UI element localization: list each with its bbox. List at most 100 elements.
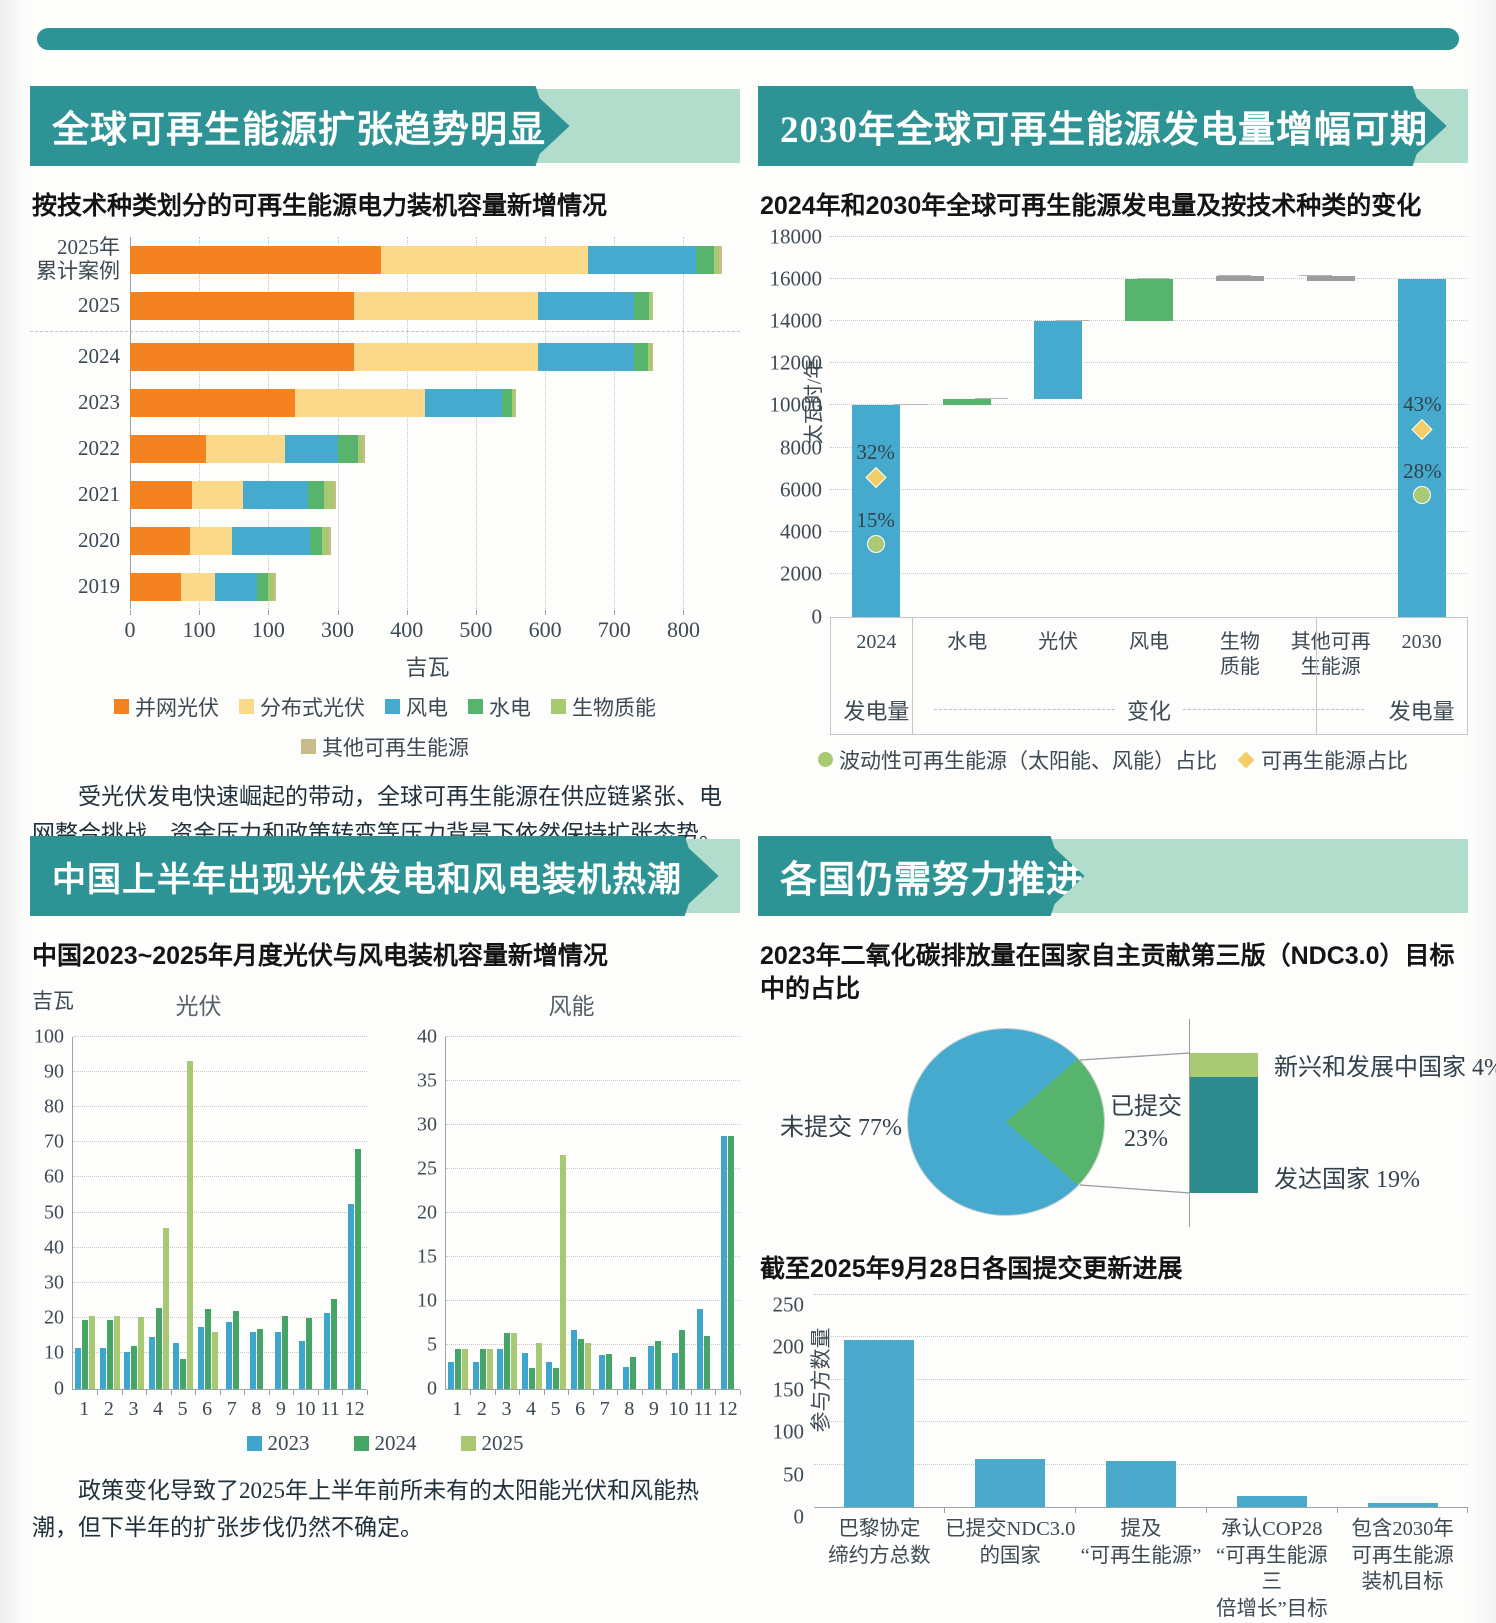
gridline [814, 1421, 1468, 1423]
axis-tick-label: 0 [124, 616, 136, 642]
bar-segment-水电 [256, 572, 268, 601]
gridline [814, 1378, 1468, 1380]
bar-2024 [577, 1339, 584, 1389]
x-category-label: 巴黎协定 缔约方总数 [828, 1518, 931, 1567]
waterfall-bar [1216, 276, 1265, 282]
chart-body: 0 2000 4000 6000 8000 10000 12000 14000 16000 180… [758, 224, 1468, 628]
bar-segment-风电 [215, 572, 257, 601]
bar-2023 [472, 1362, 479, 1389]
gridline [446, 1035, 740, 1037]
bar-2024 [355, 1149, 362, 1389]
month-group-4 [147, 1037, 171, 1395]
legend-label: 波动性可再生能源（太阳能、风能）占比 [839, 748, 1217, 773]
waterfall-column-生物质能 [1195, 237, 1286, 617]
banner-flag: 全球可再生能源扩张趋势明显 [30, 86, 570, 166]
y-tick-label: 12000 [769, 350, 823, 375]
x-tick-label: 9 [648, 1397, 659, 1420]
bar-segment-生物质能 [358, 434, 364, 463]
legend-item: 风电 [385, 692, 448, 722]
panel-note: 政策变化导致了2025年上半年前所未有的太阳能光伏和风能热潮，但下半年的扩张步伐… [32, 1477, 699, 1540]
bar-2024 [257, 1328, 264, 1389]
table-row: 2019 [30, 564, 740, 610]
y-tick-label: 10 [417, 1289, 437, 1311]
month-group-10 [294, 1037, 318, 1395]
bar-2024 [106, 1319, 113, 1389]
y-tick-label: 70 [44, 1130, 64, 1153]
y-tick-label: 150 [772, 1377, 805, 1402]
legend-diamond [1237, 751, 1255, 768]
plot-area: 32% 15% 43% 28% [830, 235, 1468, 617]
bar-segment-分布式光伏 [294, 388, 426, 417]
legend-label: 风电 [406, 695, 448, 720]
y-tick-label: 10000 [769, 392, 823, 417]
gridline [268, 236, 270, 609]
bar-2024 [232, 1311, 239, 1389]
gridline [446, 1299, 740, 1301]
gridline [406, 236, 408, 609]
bar-2024 [82, 1319, 89, 1389]
legend-item: 2024 [353, 1431, 417, 1456]
bar-column [945, 1295, 1076, 1513]
bar-track [130, 480, 740, 509]
gridline [545, 236, 547, 609]
gridline [73, 1246, 367, 1248]
bar-2024 [455, 1348, 462, 1389]
bar-segment-分布式光伏 [381, 245, 588, 274]
bar-segment-风电 [243, 480, 309, 509]
bar-segment-其他可再生能源 [651, 291, 654, 320]
bar-segment-生物质能 [267, 572, 274, 601]
bar-track [130, 526, 740, 555]
bar-2023 [75, 1348, 82, 1389]
y-tick-label: 40 [417, 1025, 437, 1047]
axis-tick [199, 609, 201, 615]
bar-2023 [672, 1353, 679, 1389]
chart-body: 0 50 100 150 200 250 [758, 1293, 1469, 1529]
slice-label-notsubmitted: 未提交 77% [780, 1115, 902, 1141]
legend-swatch [468, 699, 483, 714]
waterfall-column-光伏 [1012, 237, 1103, 617]
bar-segment-分布式光伏 [354, 291, 539, 320]
gridline [830, 573, 1468, 575]
legend-label: 分布式光伏 [260, 695, 365, 720]
legend-circle [818, 752, 833, 767]
axis-tick [406, 609, 408, 615]
bar-2023 [448, 1362, 455, 1389]
plot-area [445, 1035, 740, 1395]
bar-segment-并网光伏 [130, 572, 182, 601]
month-group-3 [495, 1037, 520, 1395]
legend-swatch [246, 1435, 262, 1451]
x-category-label: 承认COP28 “可再生能源三 倍增长”目标 [1215, 1518, 1328, 1620]
subchart-光伏: 光伏 0 10 20 30 40 50 60 70 80 90 100 1 2 3 4 5 6 7 8 9 10 11 12 [30, 987, 367, 1421]
month-group-7 [220, 1037, 245, 1395]
y-axis-labels: 0 2000 4000 6000 8000 10000 12000 14000 16000 180… [758, 224, 830, 628]
gridline [683, 236, 685, 609]
gridline [830, 235, 1468, 237]
month-group-11 [318, 1037, 343, 1395]
gridline [73, 1141, 367, 1143]
bar-2023 [598, 1355, 605, 1389]
category-label: 光伏 [1038, 630, 1079, 653]
bar-segment-生物质能 [511, 388, 515, 417]
row-label: 2025 [78, 292, 120, 317]
gridline [614, 236, 616, 609]
y-tick-label: 2000 [780, 561, 822, 586]
marker-label: 28% [1403, 459, 1442, 484]
row-label: 2025年 累计案例 [36, 234, 120, 283]
chart-legend: 2023 2024 2025 [30, 1431, 740, 1456]
bar-2023 [348, 1203, 355, 1389]
y-unit-label: 吉瓦 [32, 988, 74, 1013]
x-category-label: 已提交NDC3.0 的国家 [944, 1518, 1076, 1567]
row-label: 2021 [78, 481, 120, 506]
gridline [830, 446, 1468, 448]
group-text: 变化 [1127, 698, 1172, 724]
y-tick-label: 0 [811, 604, 823, 628]
bar-2024 [605, 1354, 612, 1389]
row-label: 2019 [78, 573, 120, 598]
x-tick-label: 6 [202, 1397, 213, 1420]
gridline [446, 1255, 740, 1257]
pie-chart [908, 1029, 1104, 1215]
panel-title: 中国上半年出现光伏发电和风电装机热潮 [52, 861, 682, 899]
x-axis-title: 吉瓦 [405, 654, 450, 680]
waterfall-column-其他可再生能源 [1286, 237, 1377, 617]
x-category-label: 提及 “可再生能源” [1080, 1518, 1202, 1567]
